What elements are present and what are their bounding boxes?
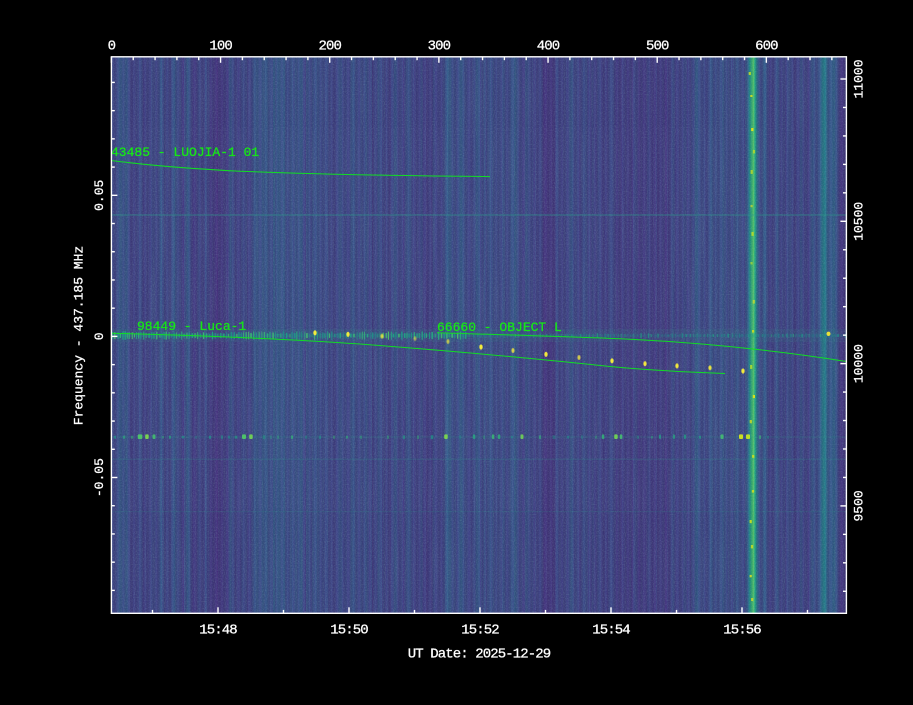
svg-text:UT Date: 2025-12-29: UT Date: 2025-12-29 — [408, 647, 551, 663]
svg-text:15:50: 15:50 — [330, 623, 368, 639]
svg-text:300: 300 — [428, 39, 451, 55]
svg-text:98449 - Luca-1: 98449 - Luca-1 — [137, 319, 246, 334]
svg-text:10500: 10500 — [852, 202, 867, 241]
svg-text:0: 0 — [108, 39, 116, 55]
svg-text:0: 0 — [92, 332, 107, 340]
svg-text:0.05: 0.05 — [92, 180, 107, 211]
svg-text:-0.05: -0.05 — [92, 458, 107, 497]
svg-text:500: 500 — [646, 39, 669, 55]
svg-text:43485 - LUOJIA-1 01: 43485 - LUOJIA-1 01 — [111, 145, 259, 160]
svg-text:400: 400 — [537, 39, 560, 55]
svg-text:15:52: 15:52 — [461, 623, 499, 639]
svg-text:100: 100 — [209, 39, 232, 55]
svg-text:10000: 10000 — [852, 344, 867, 383]
svg-text:66660 - OBJECT L: 66660 - OBJECT L — [437, 320, 562, 335]
svg-text:15:56: 15:56 — [723, 623, 761, 639]
svg-text:9500: 9500 — [852, 490, 867, 521]
svg-text:15:48: 15:48 — [199, 623, 237, 639]
svg-text:600: 600 — [755, 39, 778, 55]
svg-text:11000: 11000 — [852, 59, 867, 98]
svg-text:Frequency - 437.185 MHz: Frequency - 437.185 MHz — [72, 246, 87, 425]
svg-text:200: 200 — [318, 39, 341, 55]
svg-text:15:54: 15:54 — [592, 623, 630, 639]
